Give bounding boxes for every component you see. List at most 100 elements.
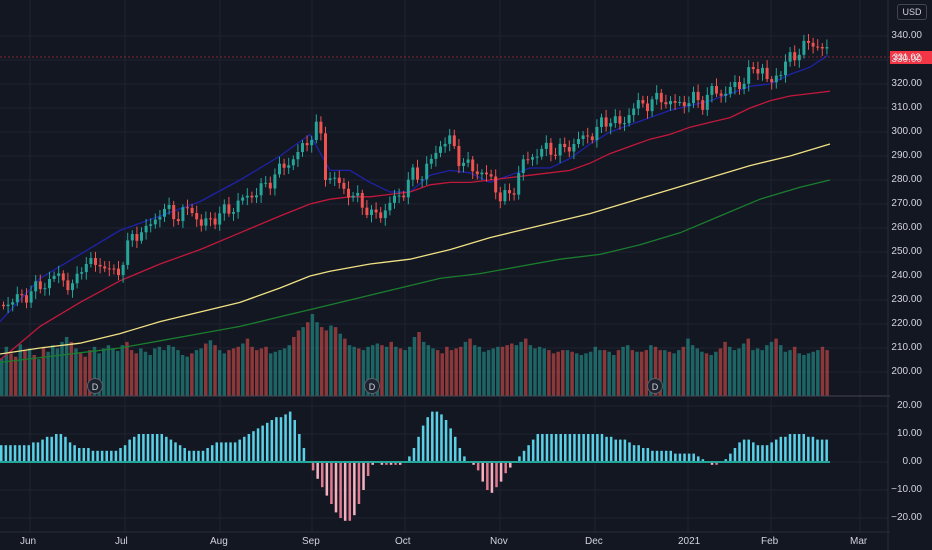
candle-body xyxy=(512,193,516,195)
currency-label[interactable]: USD xyxy=(897,4,927,20)
dividend-marker[interactable]: D xyxy=(364,378,380,394)
volume-bar xyxy=(64,336,69,396)
volume-bar xyxy=(769,341,774,396)
candle-body xyxy=(241,197,245,201)
volume-bar xyxy=(755,348,760,396)
volume-bar xyxy=(542,348,546,396)
volume-bar xyxy=(690,345,695,396)
candle-body xyxy=(797,54,801,61)
volume-bar xyxy=(709,355,713,396)
volume-bar xyxy=(686,338,690,396)
candle-body xyxy=(503,190,507,202)
volume-bar xyxy=(579,355,584,396)
volume-bar xyxy=(741,343,746,396)
histogram-bar xyxy=(559,434,562,462)
volume-bar xyxy=(162,350,166,396)
candle-body xyxy=(761,67,764,74)
histogram-bar xyxy=(683,453,686,462)
candle-body xyxy=(158,216,162,220)
candle-body xyxy=(245,195,249,198)
candle-body xyxy=(655,92,659,100)
histogram-bar xyxy=(568,434,572,462)
candle-body xyxy=(301,143,304,153)
histogram-bar xyxy=(518,456,521,462)
volume-bar xyxy=(139,348,143,396)
candle-body xyxy=(186,207,189,209)
volume-bar xyxy=(547,350,551,396)
volume-bar xyxy=(505,345,509,396)
histogram-bar xyxy=(495,462,498,488)
moving-average-lines xyxy=(0,54,831,364)
histogram-bar xyxy=(628,442,631,462)
candle-body xyxy=(411,167,415,180)
candle-body xyxy=(687,103,691,107)
histogram-bar xyxy=(692,453,695,462)
histogram-bar xyxy=(9,445,12,462)
volume-bar xyxy=(208,340,213,396)
candle-body xyxy=(259,183,263,196)
histogram-bar xyxy=(330,462,333,504)
histogram-bar xyxy=(311,462,315,471)
candle-body xyxy=(43,288,47,290)
volume-bar xyxy=(528,345,533,396)
volume-bar xyxy=(338,333,342,396)
histogram-bar xyxy=(463,456,466,462)
volume-bar xyxy=(343,338,347,396)
volume-bar xyxy=(746,338,751,396)
histogram-bar xyxy=(770,442,773,462)
volume-bar xyxy=(760,350,764,396)
volume-bar xyxy=(166,345,171,396)
histogram-bar xyxy=(188,450,191,462)
histogram-bar xyxy=(339,462,342,518)
volume-bar xyxy=(602,350,607,396)
volume-bar xyxy=(718,348,723,396)
candle-body xyxy=(567,147,571,152)
candle-body xyxy=(710,86,714,95)
candle-body xyxy=(163,208,166,217)
histogram-bar xyxy=(73,445,76,462)
histogram-bar xyxy=(45,436,49,462)
volume-bar xyxy=(533,348,537,396)
histogram-bar xyxy=(298,434,301,462)
dividend-marker[interactable]: D xyxy=(87,378,103,394)
histogram-bar xyxy=(279,417,283,462)
volume-bar xyxy=(412,336,417,396)
candle-body xyxy=(521,159,525,174)
volume-bar xyxy=(125,341,129,396)
volume-bar xyxy=(811,351,815,396)
histogram-bar xyxy=(82,448,86,462)
histogram-bar xyxy=(41,439,44,462)
histogram-bar xyxy=(215,442,219,462)
volume-bar xyxy=(440,353,444,396)
candle-body xyxy=(627,115,631,124)
candle-body xyxy=(636,100,640,109)
histogram-bar xyxy=(811,436,815,462)
candle-body xyxy=(416,167,419,180)
volume-bar xyxy=(477,346,482,396)
candle-body xyxy=(347,188,350,198)
price-tick-label: 250.00 xyxy=(891,246,922,257)
volume-bar xyxy=(788,350,792,396)
volume-bar xyxy=(176,350,180,396)
histogram-bar xyxy=(614,439,617,462)
histogram-bar xyxy=(389,462,393,465)
volume-bar xyxy=(250,346,254,396)
histogram-bar xyxy=(715,462,718,465)
candle-body xyxy=(765,67,769,80)
histogram-bar xyxy=(541,434,544,462)
histogram-bar xyxy=(220,442,223,462)
volume-bar xyxy=(463,341,468,396)
candle-body xyxy=(462,162,465,166)
volume-bar xyxy=(384,346,389,396)
volume-bar xyxy=(51,345,55,396)
volume-bar xyxy=(704,353,709,396)
volume-bar xyxy=(185,356,189,396)
price-tick-label: 210.00 xyxy=(891,342,922,353)
histogram-bar xyxy=(586,434,590,462)
histogram-bar xyxy=(600,434,604,462)
volume-bar xyxy=(774,338,778,396)
volume-bar xyxy=(556,351,560,396)
dividend-marker[interactable]: D xyxy=(647,378,663,394)
histogram-bar xyxy=(137,434,141,462)
